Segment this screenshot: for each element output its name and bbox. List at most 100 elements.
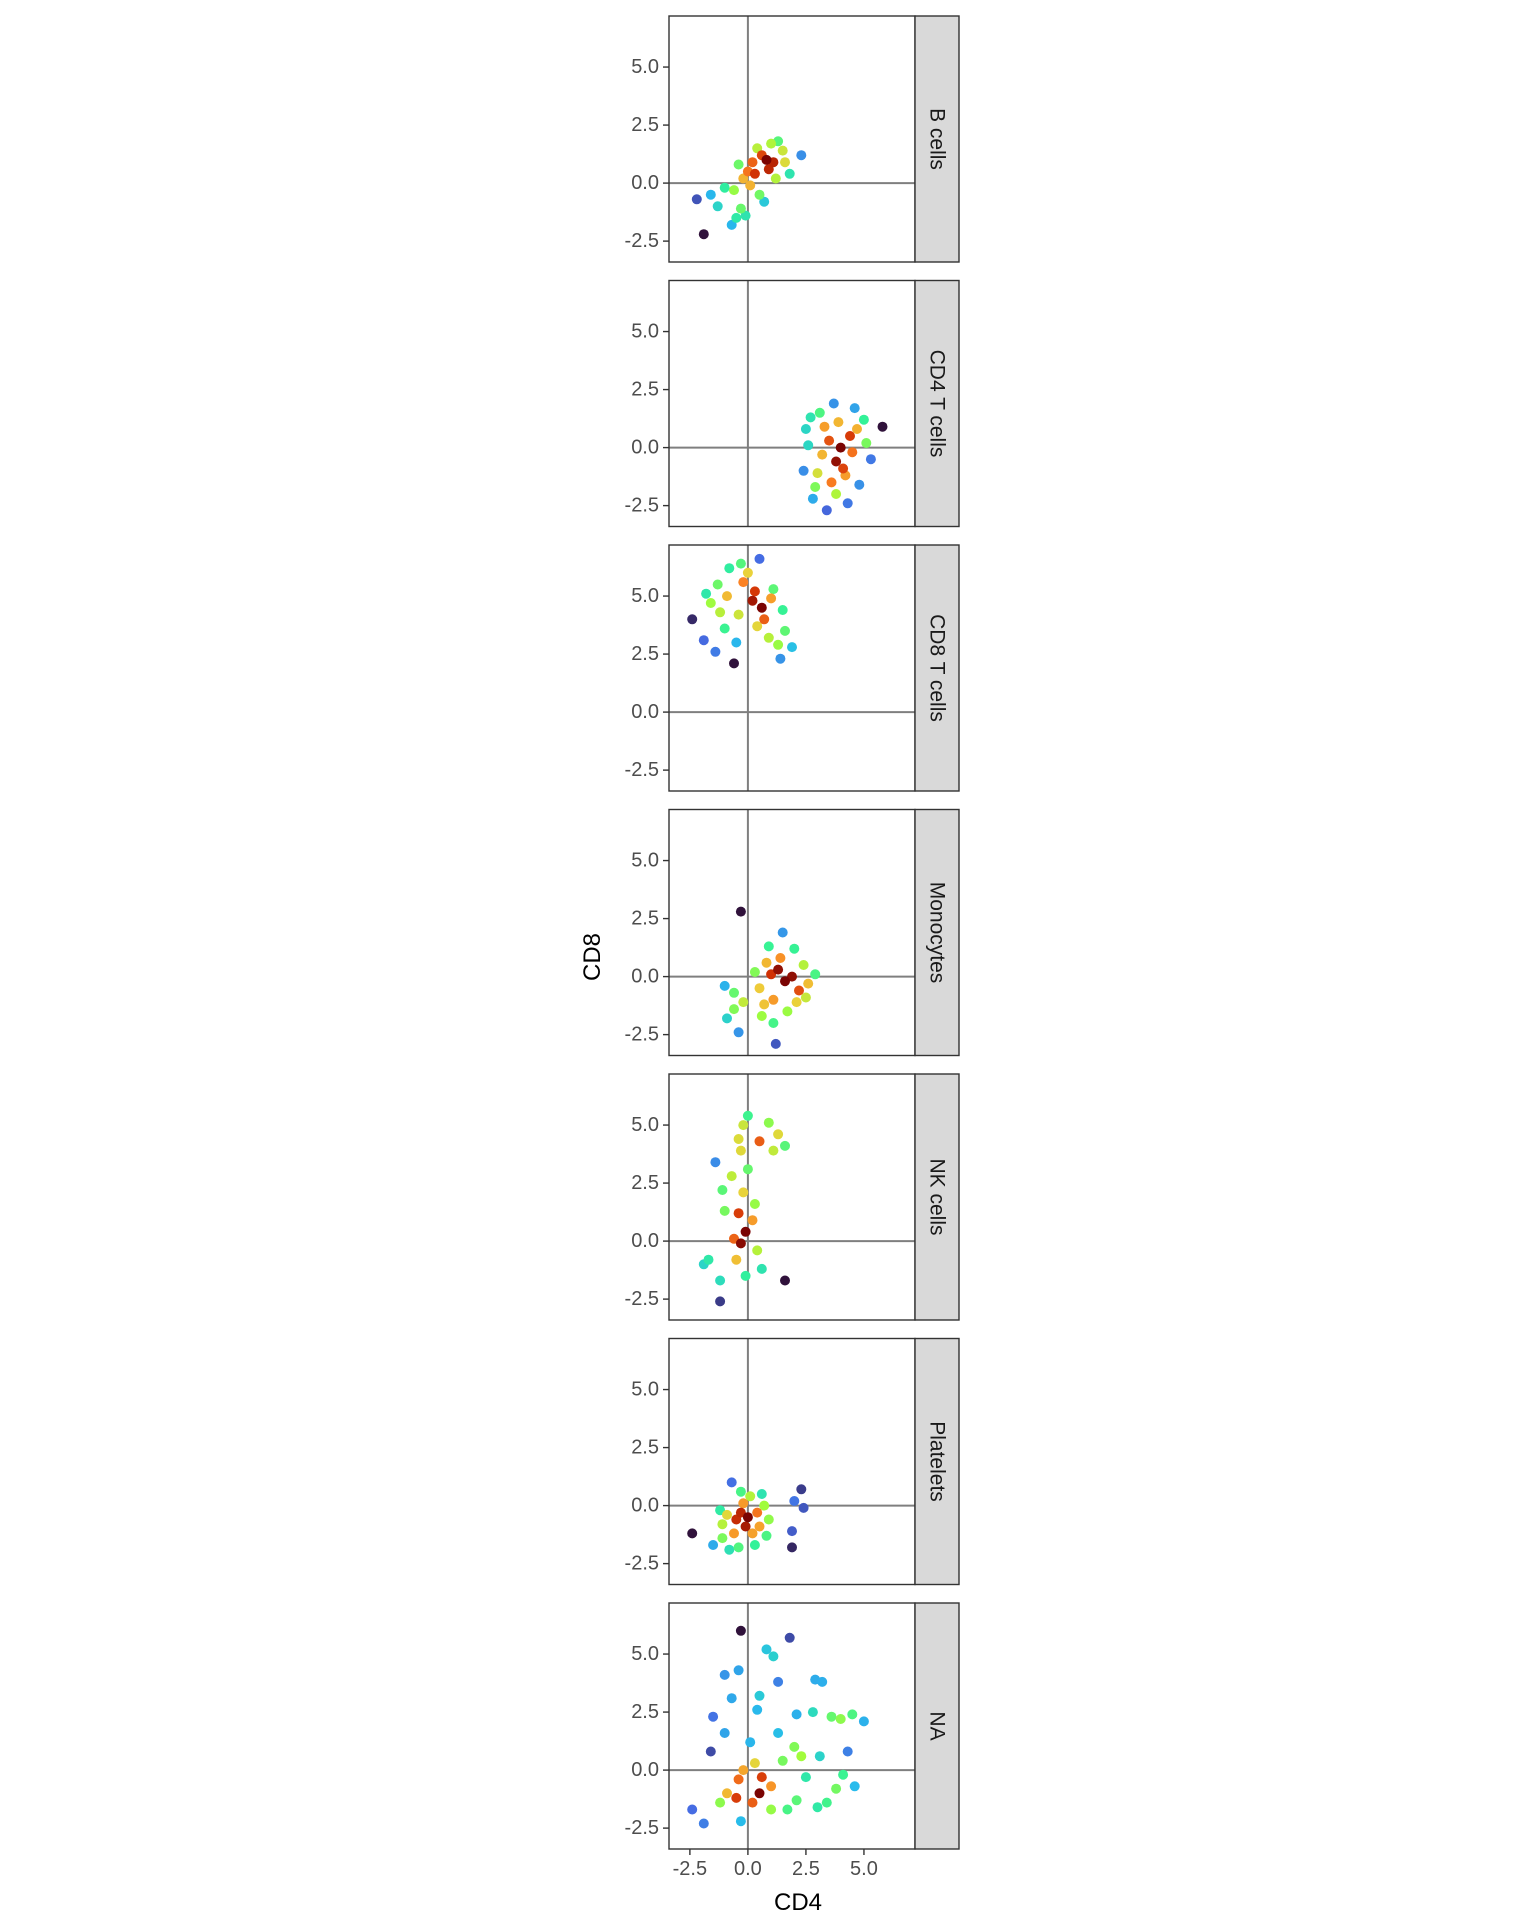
data-point <box>733 1027 744 1038</box>
data-point <box>812 1802 823 1813</box>
data-point <box>761 957 772 968</box>
data-point <box>724 563 735 574</box>
y-tick-label: 0.0 <box>631 437 659 459</box>
data-point <box>754 1521 765 1532</box>
data-point <box>715 607 726 618</box>
data-point <box>831 1783 842 1794</box>
data-point <box>715 1797 726 1808</box>
data-point <box>796 1484 807 1495</box>
data-point <box>756 602 767 613</box>
data-point <box>766 969 777 980</box>
data-point <box>717 1185 728 1195</box>
data-point <box>708 1540 719 1550</box>
data-point <box>749 1758 760 1769</box>
y-tick-label: 0.0 <box>631 701 659 723</box>
data-point <box>722 1013 732 1024</box>
data-point <box>761 1644 772 1655</box>
y-axis-title: CD8 <box>579 933 606 981</box>
data-point <box>710 646 721 657</box>
data-point <box>777 1755 788 1766</box>
data-point <box>735 906 746 917</box>
data-point <box>733 1134 744 1144</box>
data-point <box>787 1526 797 1537</box>
data-point <box>763 1117 774 1128</box>
data-point <box>729 658 739 669</box>
data-point <box>770 1038 781 1049</box>
y-tick-label: 5.0 <box>631 1643 659 1665</box>
data-point <box>782 1804 793 1815</box>
data-point <box>733 609 744 620</box>
facet-panels: B cells -2.5 0.0 2.5 5.0 CD4 T cells -2.5 0.0 2.… <box>625 15 960 1880</box>
data-point <box>740 1226 751 1237</box>
data-point <box>705 1746 716 1757</box>
data-point <box>773 964 784 975</box>
data-point <box>719 1669 730 1680</box>
data-point <box>759 196 770 207</box>
data-point <box>766 138 777 149</box>
data-point <box>819 421 830 432</box>
data-point <box>865 454 876 465</box>
data-point <box>777 927 788 938</box>
data-point <box>787 1542 797 1553</box>
data-point <box>712 579 723 590</box>
data-point <box>842 498 853 509</box>
facet-strip <box>914 15 960 263</box>
data-point <box>738 577 749 588</box>
data-point <box>796 150 807 161</box>
data-point <box>735 1816 746 1827</box>
data-point <box>735 1625 746 1636</box>
panel-background <box>669 280 915 527</box>
data-point <box>698 1818 709 1829</box>
data-point <box>738 1120 749 1131</box>
data-point <box>687 1804 698 1815</box>
data-point <box>807 1707 818 1718</box>
data-point <box>747 595 758 606</box>
data-point <box>735 1486 746 1497</box>
data-point <box>719 980 730 991</box>
data-point <box>835 442 846 453</box>
x-axis-title: CD4 <box>774 1889 822 1916</box>
data-point <box>775 953 786 963</box>
data-point <box>831 456 842 467</box>
data-point <box>729 1528 739 1539</box>
x-tick-label: -2.5 <box>673 1858 707 1880</box>
facet-strip <box>914 1602 960 1850</box>
panel-background <box>669 1074 915 1320</box>
y-tick-label: 0.0 <box>631 172 659 194</box>
data-point <box>726 1477 737 1488</box>
data-point <box>747 1528 758 1539</box>
y-tick-label: -2.5 <box>625 759 659 781</box>
data-point <box>826 1711 837 1722</box>
data-point <box>791 1795 802 1806</box>
data-point <box>742 567 753 578</box>
data-point <box>742 1512 753 1523</box>
data-point <box>733 159 744 170</box>
y-tick-label: -2.5 <box>625 495 659 517</box>
facet-strip-label: NA <box>926 1711 949 1740</box>
data-point <box>824 435 835 446</box>
data-point <box>710 1157 721 1168</box>
data-point <box>768 1651 779 1662</box>
data-point <box>847 1709 858 1720</box>
facet-strip <box>914 279 960 528</box>
data-point <box>738 1498 749 1509</box>
data-point <box>729 987 739 998</box>
data-point <box>754 1690 765 1701</box>
data-point <box>742 1110 753 1121</box>
data-point <box>763 1514 774 1525</box>
panel-background <box>669 809 915 1056</box>
data-point <box>763 941 774 952</box>
data-point <box>733 1208 744 1219</box>
data-point <box>722 1509 732 1520</box>
data-point <box>791 1709 802 1720</box>
data-point <box>749 967 760 977</box>
facet-strip <box>914 1073 960 1321</box>
data-point <box>766 1804 777 1815</box>
data-point <box>791 997 802 1008</box>
y-tick-label: 0.0 <box>631 1230 659 1252</box>
data-point <box>782 1006 793 1017</box>
data-point <box>775 653 786 664</box>
y-tick-label: 5.0 <box>631 585 659 607</box>
data-point <box>761 1530 772 1541</box>
data-point <box>773 1676 784 1687</box>
